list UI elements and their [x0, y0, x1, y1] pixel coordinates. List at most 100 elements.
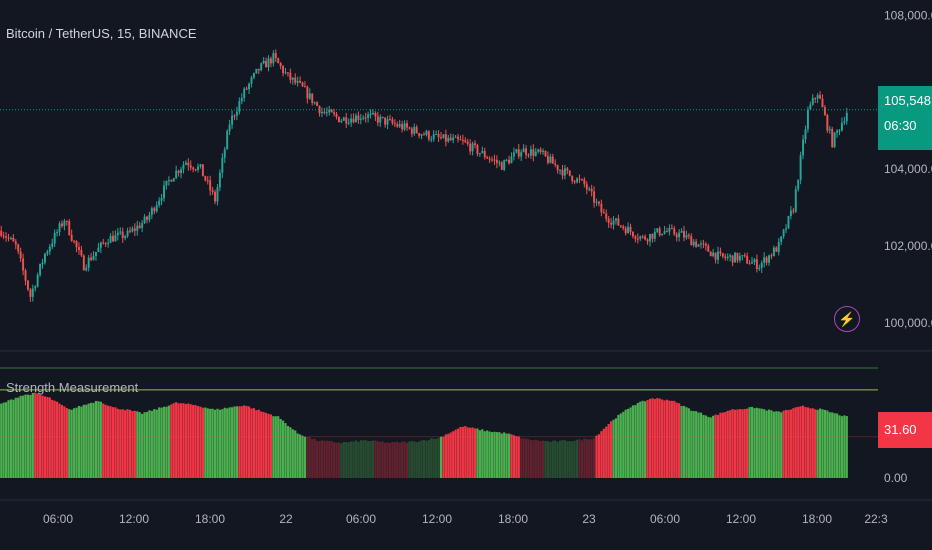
- histogram-bar: [179, 403, 183, 478]
- candle-body: [661, 233, 664, 236]
- candle-body: [704, 244, 707, 246]
- candle-body: [612, 220, 615, 225]
- histogram-bar: [228, 407, 231, 478]
- histogram-bar: [48, 397, 51, 478]
- candle-body: [639, 236, 642, 239]
- price-axis-label: 100,000.00: [884, 316, 932, 330]
- candle-body: [668, 228, 671, 232]
- candle-body: [605, 213, 608, 219]
- candle-body: [36, 274, 39, 287]
- candle-body: [425, 131, 428, 135]
- candle-body: [252, 73, 255, 78]
- candle-body: [172, 178, 175, 182]
- histogram-bar: [486, 430, 489, 478]
- histogram-bar: [323, 440, 326, 478]
- candle-body: [751, 261, 753, 264]
- candle-body: [469, 143, 472, 152]
- histogram-bar: [835, 413, 839, 478]
- price-axis-label: 104,000.00: [884, 162, 932, 176]
- candle-body: [736, 252, 739, 261]
- candle-body: [303, 86, 306, 88]
- candle-body: [486, 157, 489, 159]
- candle-body: [571, 175, 574, 182]
- time-axis-label: 23: [582, 512, 596, 526]
- candle-body: [529, 149, 532, 156]
- histogram-bar: [367, 440, 370, 478]
- histogram-bar: [260, 411, 263, 478]
- histogram-bar: [442, 436, 445, 478]
- histogram-bar: [68, 409, 71, 478]
- symbol-title[interactable]: Bitcoin / TetherUS, 15, BINANCE: [6, 26, 197, 41]
- time-axis-label: 18:00: [802, 512, 832, 526]
- histogram-bar: [541, 440, 545, 478]
- candle-body: [580, 179, 583, 181]
- histogram-bar: [170, 404, 173, 478]
- histogram-bar: [840, 416, 844, 478]
- histogram-bar: [264, 412, 268, 478]
- candle-body: [248, 83, 251, 90]
- candle-body: [449, 137, 452, 141]
- histogram-bar: [733, 409, 737, 478]
- candle-body: [406, 123, 408, 128]
- histogram-bar: [374, 440, 377, 478]
- candle-body: [345, 117, 348, 124]
- histogram-bar: [782, 410, 785, 478]
- candle-body: [60, 223, 63, 227]
- candle-body: [478, 153, 481, 155]
- histogram-bar: [833, 413, 836, 478]
- histogram-bar: [413, 441, 416, 478]
- lightning-bolt-icon[interactable]: ⚡: [834, 306, 860, 332]
- histogram-bar: [77, 405, 81, 478]
- candle-body: [804, 129, 807, 140]
- candle-body: [607, 218, 610, 223]
- candle-body: [109, 235, 112, 243]
- candle-body: [624, 228, 627, 234]
- histogram-bar: [252, 408, 256, 478]
- candle-body: [260, 63, 263, 71]
- candle-body: [14, 241, 17, 245]
- histogram-bar: [719, 412, 722, 478]
- histogram-bar: [425, 440, 428, 478]
- candle-body: [170, 180, 173, 182]
- histogram-bar: [704, 415, 707, 478]
- candle-body: [82, 255, 85, 271]
- candle-body: [549, 156, 552, 163]
- histogram-bar: [702, 414, 705, 478]
- histogram-bar: [371, 440, 375, 478]
- last-price-tag: 105,548.00 06:30: [878, 86, 932, 150]
- histogram-bar: [175, 402, 178, 478]
- candle-body: [602, 212, 605, 214]
- candle-body: [525, 148, 528, 155]
- histogram-bar: [646, 399, 649, 478]
- candle-body: [488, 158, 491, 160]
- histogram-bar: [116, 408, 119, 478]
- candle-body: [398, 124, 401, 127]
- histogram-bar: [561, 440, 564, 478]
- candle-body: [153, 208, 156, 212]
- histogram-bar: [337, 442, 341, 478]
- histogram-bar: [318, 441, 321, 478]
- histogram-bar: [381, 441, 384, 478]
- candle-body: [466, 141, 469, 144]
- histogram-bar: [435, 439, 438, 478]
- histogram-bar: [588, 439, 591, 478]
- candle-body: [214, 191, 217, 202]
- indicator-title[interactable]: Strength Measurement: [6, 380, 139, 395]
- histogram-bar: [107, 405, 110, 478]
- histogram-bar: [663, 400, 666, 478]
- candle-body: [610, 222, 613, 225]
- candle-body: [413, 127, 416, 134]
- candle-body: [328, 109, 331, 113]
- histogram-bar: [755, 407, 758, 478]
- candle-body: [556, 164, 559, 171]
- indicator-value: 31.60: [884, 422, 917, 437]
- histogram-bar: [279, 419, 282, 478]
- candle-body: [554, 163, 557, 165]
- candle-body: [500, 162, 503, 170]
- candle-body: [311, 93, 314, 104]
- histogram-bar: [493, 431, 496, 478]
- time-axis-label: 06:00: [43, 512, 73, 526]
- histogram-bar: [384, 442, 387, 478]
- histogram-bar: [126, 409, 129, 478]
